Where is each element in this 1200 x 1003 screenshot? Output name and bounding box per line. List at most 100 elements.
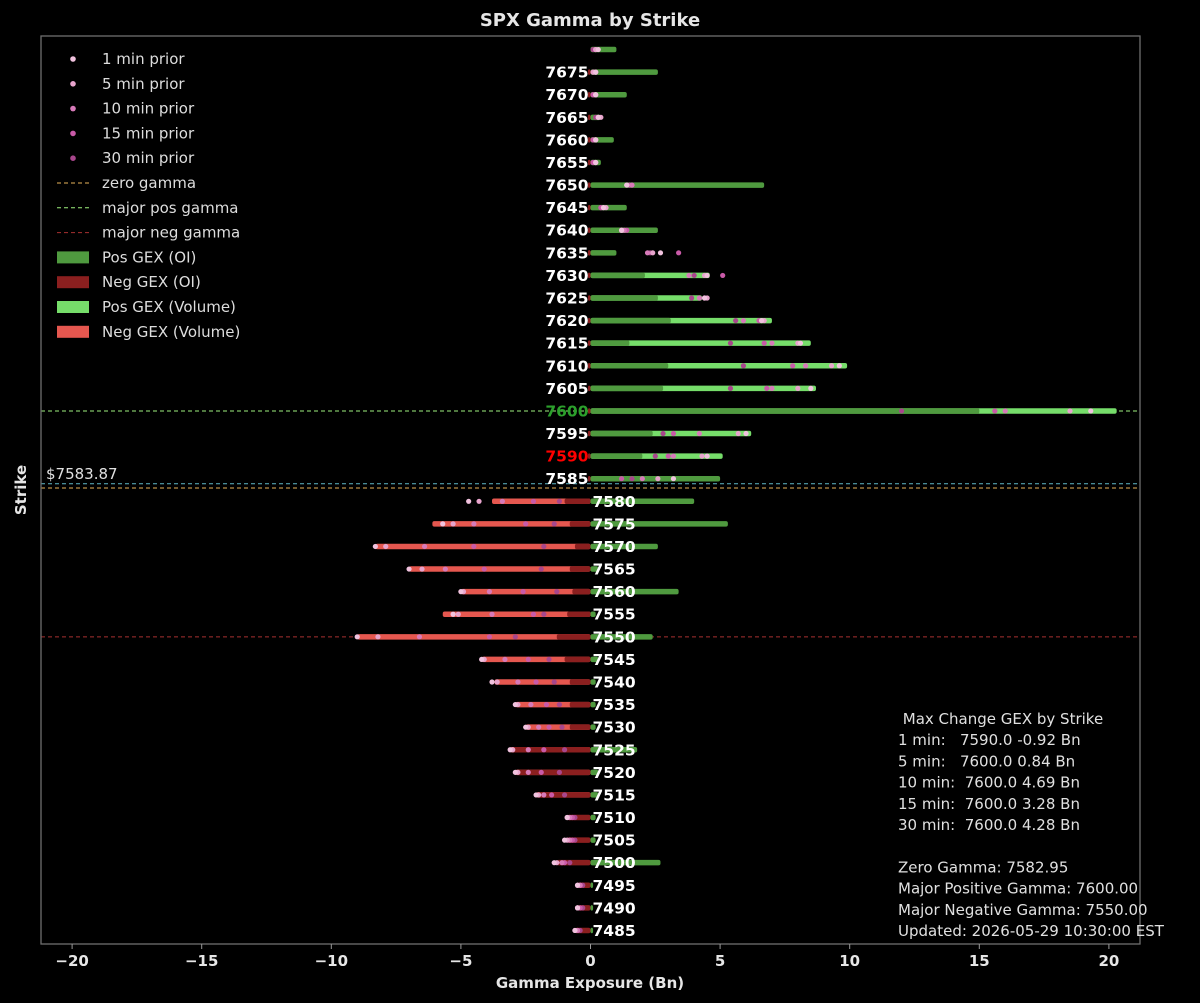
- strike-label: 7560: [593, 583, 636, 601]
- prior-dot-15-min-prior: [481, 566, 487, 572]
- strike-label: 7565: [593, 561, 636, 579]
- prior-dot-10-min-prior: [525, 747, 531, 753]
- bar-neg-gex-oi-: [587, 272, 591, 279]
- prior-dot-1-min-prior: [808, 385, 814, 391]
- prior-dot-15-min-prior: [992, 408, 998, 414]
- prior-dot-1-min-prior: [595, 46, 601, 53]
- prior-dot-5-min-prior: [419, 566, 425, 572]
- strike-label: 7625: [545, 290, 588, 308]
- bar-neg-gex-oi-: [556, 634, 591, 640]
- bar-neg-gex-oi-: [517, 769, 591, 776]
- legend-label: 10 min prior: [102, 100, 195, 118]
- prior-dot-30-min-prior: [660, 430, 666, 437]
- info-line: 10 min: 7600.0 4.69 Bn: [898, 774, 1080, 792]
- legend-marker-patch: [57, 251, 89, 264]
- bar-neg-gex-oi-: [564, 498, 591, 505]
- prior-dot-15-min-prior: [541, 747, 547, 753]
- prior-dot-30-min-prior: [559, 724, 565, 730]
- strike-label: 7550: [593, 628, 636, 646]
- prior-dot-10-min-prior: [1002, 408, 1008, 414]
- prior-dot-5-min-prior: [655, 476, 661, 482]
- prior-dot-1-min-prior: [406, 566, 412, 572]
- prior-dot-30-min-prior: [567, 860, 573, 866]
- bar-pos-gex-oi-: [590, 611, 596, 617]
- strike-label: 7675: [545, 64, 588, 82]
- prior-dot-30-min-prior: [551, 521, 557, 527]
- strike-label: 7555: [593, 606, 636, 624]
- prior-dot-1-min-prior: [1088, 408, 1094, 414]
- prior-dot-30-min-prior: [561, 792, 568, 798]
- x-tick-label: 5: [715, 952, 725, 970]
- bar-neg-gex-oi-: [512, 747, 591, 753]
- bar-pos-gex-oi-: [590, 634, 653, 640]
- prior-dot-15-min-prior: [533, 679, 539, 685]
- strike-label: 7545: [593, 651, 636, 669]
- chart-title: SPX Gamma by Strike: [480, 10, 700, 31]
- spot-price-label: $7583.87: [46, 465, 118, 483]
- strike-label: 7585: [545, 470, 588, 488]
- prior-dot-1-min-prior: [743, 430, 749, 437]
- prior-dot-10-min-prior: [489, 611, 495, 617]
- prior-dot-5-min-prior: [795, 385, 801, 391]
- bar-pos-gex-oi-: [590, 250, 617, 256]
- prior-dot-1-min-prior: [574, 905, 581, 911]
- prior-dot-15-min-prior: [486, 634, 493, 640]
- bar-pos-gex-oi-: [590, 747, 638, 753]
- prior-dot-30-min-prior: [551, 679, 557, 685]
- info-line: Major Negative Gamma: 7550.00: [898, 901, 1148, 919]
- strike-label: 7610: [545, 357, 588, 375]
- bar-pos-gex-oi-: [590, 69, 658, 75]
- bar-neg-gex-volume-: [375, 543, 591, 550]
- legend-label: major neg gamma: [102, 224, 240, 242]
- bar-neg-gex-volume-: [432, 521, 591, 527]
- prior-dot-15-min-prior: [525, 656, 531, 663]
- strike-label: 7500: [593, 854, 636, 872]
- strike-label: 7540: [593, 673, 636, 691]
- strike-label: 7605: [545, 380, 588, 398]
- bar-neg-gex-oi-: [574, 543, 591, 550]
- prior-dot-15-min-prior: [530, 498, 537, 504]
- legend-label: 15 min prior: [102, 124, 195, 142]
- bar-pos-gex-oi-: [590, 656, 599, 663]
- bar-pos-gex-oi-: [590, 340, 630, 346]
- prior-dot-10-min-prior: [528, 701, 534, 708]
- legend-marker-dot: [70, 105, 76, 112]
- prior-dot-1-min-prior: [450, 611, 456, 617]
- info-line: 15 min: 7600.0 3.28 Bn: [898, 795, 1080, 813]
- legend-label: zero gamma: [102, 174, 196, 192]
- prior-dot-10-min-prior: [670, 453, 677, 459]
- bar-pos-gex-oi-: [590, 792, 599, 798]
- prior-dot-1-min-prior: [593, 69, 599, 75]
- strike-label: 7645: [545, 199, 588, 217]
- prior-dot-15-min-prior: [471, 543, 477, 550]
- prior-dot-1-min-prior: [512, 701, 518, 708]
- strike-label: 7660: [545, 131, 588, 149]
- prior-dot-10-min-prior: [740, 317, 747, 324]
- legend-marker-patch: [57, 301, 89, 313]
- bar-neg-gex-oi-: [587, 430, 591, 437]
- prior-dot-10-min-prior: [502, 656, 508, 663]
- strike-label: 7640: [545, 222, 588, 240]
- prior-dot-1-min-prior: [440, 521, 446, 527]
- prior-dot-10-min-prior: [515, 679, 521, 685]
- bar-pos-gex-oi-: [590, 385, 664, 392]
- bar-pos-gex-oi-: [590, 363, 669, 369]
- prior-dot-15-min-prior: [670, 430, 677, 437]
- prior-dot-30-min-prior: [652, 453, 658, 459]
- bar-neg-gex-oi-: [569, 521, 591, 527]
- bar-neg-gex-oi-: [572, 588, 591, 595]
- prior-dot-15-min-prior: [549, 792, 555, 798]
- bar-pos-gex-oi-: [590, 408, 980, 414]
- bar-pos-gex-oi-: [590, 272, 645, 279]
- prior-dot-10-min-prior: [696, 295, 702, 301]
- bar-neg-gex-oi-: [587, 250, 591, 256]
- plot-area: $7583.87 7675 7670 7665 7660 7655 7650 7645 7640…: [41, 46, 1140, 940]
- prior-dot-5-min-prior: [650, 250, 656, 256]
- prior-dot-1-min-prior: [466, 498, 472, 504]
- strike-label: 7595: [545, 425, 588, 443]
- bar-neg-gex-oi-: [587, 340, 591, 346]
- prior-dot-15-min-prior: [676, 250, 682, 256]
- bar-neg-gex-oi-: [569, 679, 591, 685]
- prior-dot-5-min-prior: [828, 363, 835, 369]
- bar-pos-gex-oi-: [590, 317, 671, 324]
